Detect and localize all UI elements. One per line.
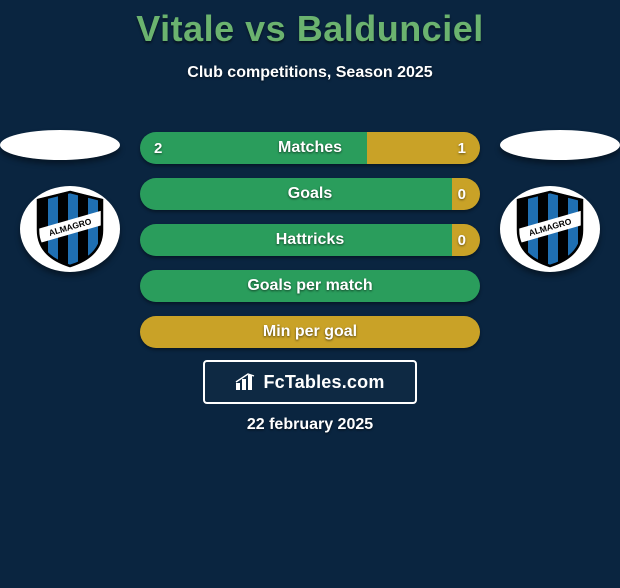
shield-icon: ALMAGRO [514, 190, 586, 268]
page-title: Vitale vs Baldunciel [0, 8, 620, 50]
stat-row-matches: 2 1 Matches [140, 132, 480, 164]
stat-right-seg: 0 [452, 178, 480, 210]
stat-right-seg [140, 316, 480, 348]
stats-bars: 2 1 Matches 0 Goals 0 Hattricks Goals pe… [140, 132, 480, 362]
player-right-ellipse [500, 130, 620, 160]
watermark-text: FcTables.com [263, 372, 384, 393]
stat-row-goals: 0 Goals [140, 178, 480, 210]
stat-left-seg [140, 270, 480, 302]
bar-chart-icon [235, 373, 257, 391]
shield-icon: ALMAGRO [34, 190, 106, 268]
stat-left-seg [140, 224, 452, 256]
stat-left-seg: 2 [140, 132, 367, 164]
stat-row-min-per-goal: Min per goal [140, 316, 480, 348]
stat-left-value: 2 [154, 140, 162, 157]
stat-right-value: 0 [458, 186, 466, 203]
stat-right-value: 0 [458, 232, 466, 249]
stat-row-hattricks: 0 Hattricks [140, 224, 480, 256]
stat-right-value: 1 [458, 140, 466, 157]
player-left-ellipse [0, 130, 120, 160]
stat-right-seg: 1 [367, 132, 480, 164]
team-badge-right: ALMAGRO [500, 186, 600, 272]
date-text: 22 february 2025 [0, 416, 620, 434]
watermark: FcTables.com [203, 360, 417, 404]
stat-left-seg [140, 178, 452, 210]
team-badge-left: ALMAGRO [20, 186, 120, 272]
subtitle: Club competitions, Season 2025 [0, 64, 620, 82]
stat-row-goals-per-match: Goals per match [140, 270, 480, 302]
stat-right-seg: 0 [452, 224, 480, 256]
